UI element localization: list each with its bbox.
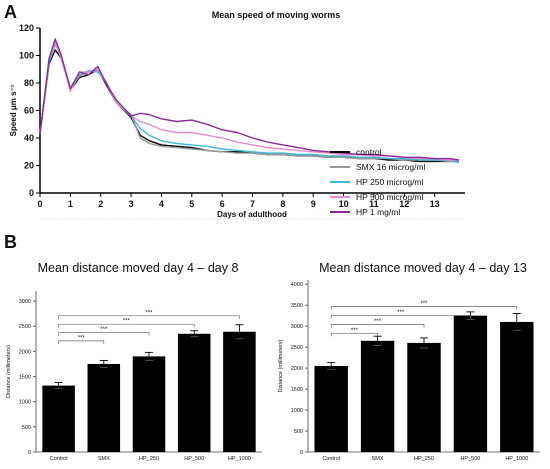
x-tick-label: 2 [98, 199, 103, 209]
series-line-1 [39, 41, 459, 163]
y-tick-label: 2000 [291, 366, 303, 372]
significance-bracket [330, 306, 518, 310]
y-tick-label: 1500 [19, 375, 31, 381]
y-tick-label: 0 [28, 450, 31, 456]
x-tick-label: Control [322, 456, 340, 462]
y-tick-label: 2500 [19, 324, 31, 330]
x-tick-label: 5 [189, 199, 194, 209]
y-axis-label: Speed μm s⁻¹ [9, 84, 18, 136]
x-tick-label: HP_250 [414, 456, 434, 462]
y-tick-label: 500 [22, 425, 31, 431]
series-line-4 [39, 38, 460, 161]
x-tick-label: SMX [372, 456, 384, 462]
x-tick-label: 12 [399, 199, 409, 209]
x-tick-label: 7 [250, 199, 255, 209]
panel-label-b: B [4, 232, 17, 252]
y-tick-label: 20 [24, 161, 34, 171]
y-tick-label: 2000 [19, 349, 31, 355]
significance-label: *** [100, 327, 108, 333]
y-tick-label: 1500 [291, 387, 303, 393]
y-tick-label: 80 [24, 78, 34, 88]
y-tick-label: 2500 [291, 345, 303, 351]
y-tick-label: 3500 [291, 303, 303, 309]
y-tick-label: 60 [24, 106, 34, 116]
x-tick-label: 0 [37, 199, 42, 209]
y-tick-label: 100 [19, 51, 34, 61]
bar-Control [314, 366, 348, 452]
series-line-3 [39, 42, 459, 161]
significance-label: *** [420, 301, 428, 307]
x-tick-label: HP_1000 [505, 456, 528, 462]
x-tick-label: 3 [129, 199, 134, 209]
x-tick-label: 10 [339, 199, 349, 209]
y-tick-label: 1000 [291, 408, 303, 414]
significance-label: *** [145, 310, 153, 316]
x-tick-label: 4 [159, 199, 164, 209]
legend-label-2: HP 250 microg/ml [356, 177, 424, 187]
bar-HP_250 [132, 356, 166, 452]
bar-HP_1000 [223, 331, 256, 452]
x-tick-label: 11 [369, 199, 379, 209]
legend-label-1: SMX 16 microg/ml [356, 162, 426, 172]
x-tick-label: HP_500 [460, 456, 480, 462]
x-tick-label: 6 [220, 199, 225, 209]
bar-HP_250 [407, 342, 441, 452]
y-axis-label: Distance (millimeters) [6, 345, 12, 398]
bar-Control [42, 385, 75, 452]
significance-bracket [58, 340, 105, 344]
significance-bracket [330, 324, 425, 328]
significance-bracket [58, 332, 150, 336]
x-tick-label: 8 [280, 199, 285, 209]
line-chart-mean-speed: Mean speed of moving worms02040608010012… [9, 10, 465, 220]
x-axis-label: Days of adulthood [217, 210, 287, 219]
legend-label-3: HP 500 microg/ml [356, 192, 424, 202]
bar-SMX [87, 363, 121, 452]
bar-HP_500 [177, 333, 211, 452]
y-tick-label: 40 [24, 133, 34, 143]
y-tick-label: 3000 [291, 324, 303, 330]
y-axis-label: Distance (millimeters) [278, 339, 284, 392]
x-tick-label: HP_500 [184, 456, 204, 462]
significance-label: *** [397, 310, 405, 316]
y-tick-label: 0 [29, 188, 34, 198]
bar-chart-day4-day8: Mean distance moved day 4 – day 8 0 500 100… [6, 261, 262, 462]
significance-label: *** [351, 328, 359, 334]
x-tick-label: HP_1000 [228, 456, 251, 462]
legend-label-4: HP 1 mg/ml [356, 207, 400, 217]
significance-bracket [330, 332, 378, 337]
x-tick-label: HP_250 [139, 456, 159, 462]
x-tick-label: 13 [430, 199, 440, 209]
series-line-2 [39, 43, 460, 164]
bar-SMX [360, 340, 395, 452]
x-tick-label: 1 [68, 199, 73, 209]
significance-bracket [58, 315, 240, 319]
y-tick-label: 1000 [19, 400, 31, 406]
y-tick-label: 120 [19, 23, 34, 33]
y-tick-label: 0 [300, 450, 303, 456]
x-tick-label: SMX [98, 456, 110, 462]
chart-title: Mean speed of moving worms [212, 10, 341, 20]
significance-label: *** [374, 319, 382, 325]
significance-label: *** [78, 335, 86, 341]
x-tick-label: 9 [311, 199, 316, 209]
y-tick-label: 500 [294, 429, 303, 435]
y-tick-label: 3000 [19, 299, 31, 305]
significance-bracket [58, 323, 195, 328]
bar-chart-title: Mean distance moved day 4 – day 8 [38, 261, 239, 275]
significance-bracket [330, 315, 471, 319]
panel-label-a: A [4, 2, 17, 22]
bar-chart-day4-day13: Mean distance moved day 4 – day 13 0 500 10… [278, 261, 540, 462]
x-tick-label: Control [50, 456, 68, 462]
bar-HP_500 [453, 315, 488, 452]
y-tick-label: 4000 [291, 282, 303, 288]
significance-label: *** [123, 319, 131, 325]
bar-chart-title: Mean distance moved day 4 – day 13 [319, 261, 527, 275]
bar-HP_1000 [500, 321, 534, 452]
legend-label-0: control [356, 147, 382, 157]
